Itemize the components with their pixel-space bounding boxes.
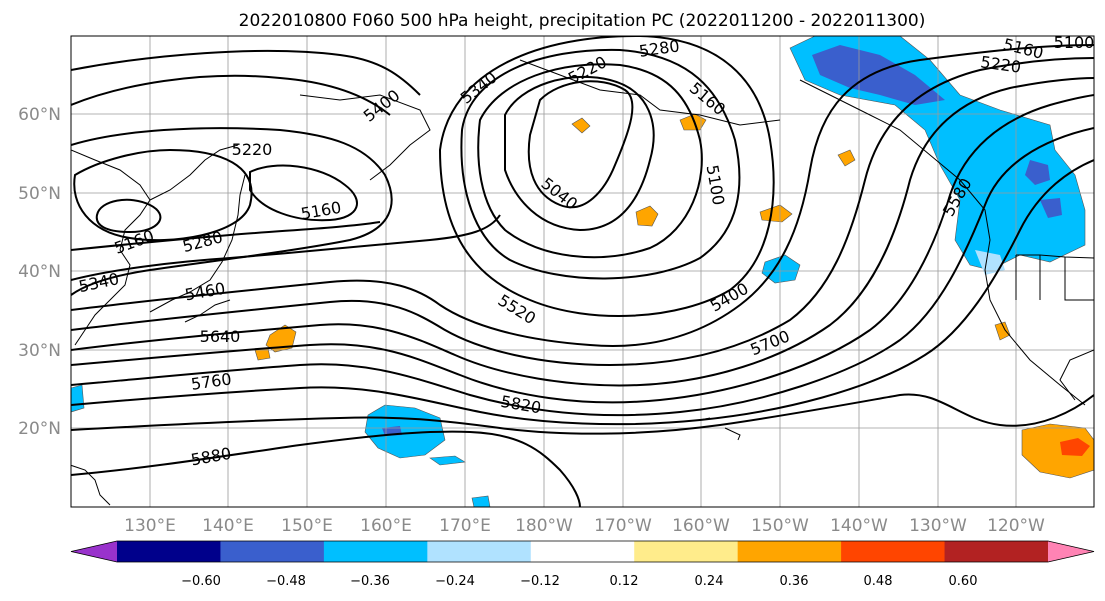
- precip-region-orange-5: [635, 205, 659, 227]
- longitude-labels: 130°E 140°E 150°E 160°E 170°E 180°W 170°…: [124, 516, 1045, 536]
- lon-label: 170°E: [439, 516, 491, 536]
- precip-region-orange-7: [837, 149, 856, 167]
- coastlines: [71, 59, 1094, 506]
- map-panel: 5160 5280 5220 5400 5340 5160 5100 5040 …: [71, 33, 1095, 507]
- colorbar-segment: [841, 541, 946, 562]
- lat-label: 30°N: [18, 341, 61, 361]
- lat-label: 40°N: [18, 262, 61, 282]
- contour-label: 5640: [200, 327, 241, 346]
- colorbar-tick-label: 0.36: [780, 574, 809, 589]
- map-title: 2022010800 F060 500 hPa height, precipit…: [239, 11, 926, 31]
- colorbar-tick-label: −0.48: [266, 574, 306, 589]
- map-frame: [70, 35, 1095, 508]
- colorbar-tick-label: −0.60: [181, 574, 221, 589]
- colorbar-segment: [117, 541, 221, 562]
- colorbar-extend-high: [1048, 541, 1094, 562]
- precip-region-small2: [471, 495, 491, 507]
- lat-label: 20°N: [18, 419, 61, 439]
- colorbar-tick-label: −0.36: [350, 574, 390, 589]
- lon-label: 140°W: [830, 516, 888, 536]
- precip-region-red-mexico: [1060, 438, 1090, 456]
- precip-region-orange-6: [759, 204, 793, 223]
- lon-label: 140°E: [202, 516, 254, 536]
- latitude-labels: 60°N 50°N 40°N 30°N 20°N: [18, 105, 61, 439]
- colorbar-extend-low: [71, 541, 117, 562]
- lon-label: 160°E: [360, 516, 412, 536]
- contour-label: 5220: [232, 140, 273, 159]
- colorbar-tick-label: −0.24: [435, 574, 475, 589]
- colorbar: [70, 540, 1095, 563]
- colorbar-segment: [323, 541, 428, 562]
- precip-region-orange-1: [265, 324, 297, 353]
- colorbar-outline: [70, 540, 1095, 563]
- precip-region-central-pacific: [761, 254, 801, 284]
- colorbar-segment: [944, 541, 1049, 562]
- colorbar-segment: [427, 541, 532, 562]
- lon-label: 120°W: [987, 516, 1045, 536]
- precip-region-light: [975, 250, 1005, 275]
- colorbar-segment: [530, 541, 635, 562]
- contour-label: 5100: [1054, 33, 1095, 52]
- lon-label: 180°W: [515, 516, 573, 536]
- precip-region-orange-mexico: [1021, 423, 1094, 479]
- colorbar-tick-label: 0.60: [949, 574, 978, 589]
- gridlines: [71, 36, 1094, 507]
- lon-label: 130°W: [909, 516, 967, 536]
- colorbar-segment: [737, 541, 842, 562]
- colorbar-segment: [220, 541, 325, 562]
- lat-label: 50°N: [18, 184, 61, 204]
- colorbar-tick-label: 0.12: [610, 574, 639, 589]
- precip-region-nw-america-core3: [1040, 198, 1062, 218]
- colorbar-segment: [634, 541, 739, 562]
- colorbar-tick-label: 0.24: [695, 574, 724, 589]
- colorbar-tick-label: −0.12: [520, 574, 560, 589]
- height-contours: [71, 36, 1094, 507]
- precip-region-nw-america-core: [812, 45, 945, 105]
- lon-label: 130°E: [124, 516, 176, 536]
- lon-label: 150°E: [281, 516, 333, 536]
- precip-region-nw-america-core2: [1025, 160, 1050, 185]
- colorbar-tick-label: 0.48: [864, 574, 893, 589]
- lon-label: 170°W: [594, 516, 652, 536]
- lat-label: 60°N: [18, 105, 61, 125]
- lon-label: 150°W: [751, 516, 809, 536]
- colorbar-tick-labels: −0.60 −0.48 −0.36 −0.24 −0.12 0.12 0.24 …: [181, 574, 977, 589]
- precip-region-west-edge: [71, 384, 85, 413]
- precip-region-orange-3: [571, 117, 591, 134]
- precip-region-nw-america: [789, 36, 1086, 271]
- lon-label: 160°W: [672, 516, 730, 536]
